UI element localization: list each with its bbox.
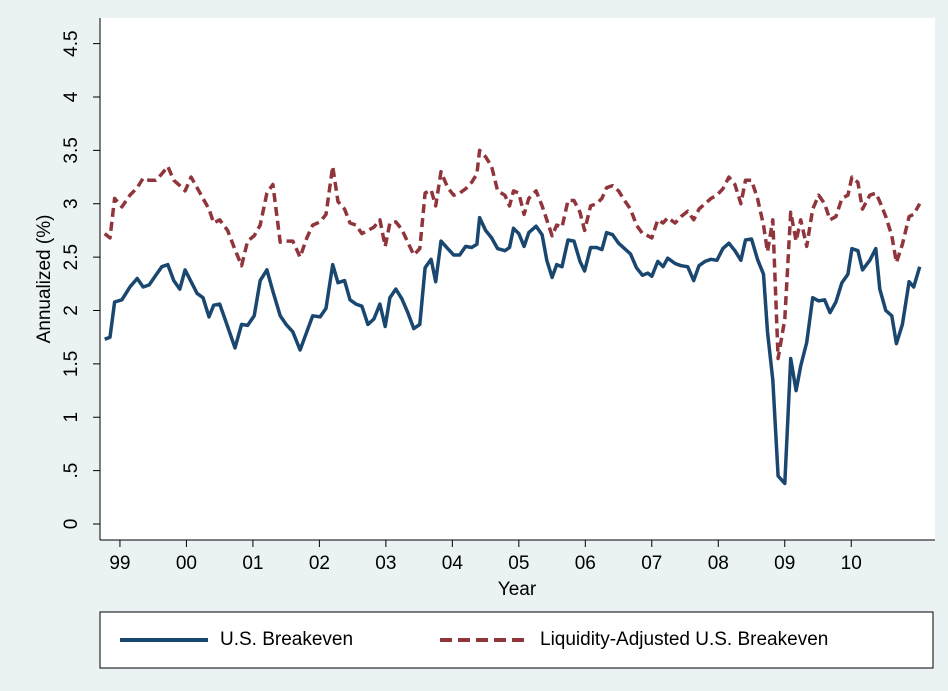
x-axis-title: Year — [498, 579, 537, 600]
x-tick-label: 10 — [841, 553, 862, 574]
x-tick-label: 03 — [375, 553, 396, 574]
plot-area — [100, 18, 935, 540]
x-tick-label: 09 — [774, 553, 795, 574]
y-tick-label: 4 — [61, 91, 82, 102]
legend-label: U.S. Breakeven — [220, 629, 353, 650]
x-tick-label: 06 — [575, 553, 596, 574]
x-tick-label: 05 — [508, 553, 529, 574]
x-tick-label: 02 — [309, 553, 330, 574]
y-tick-label: 1.5 — [61, 351, 82, 377]
y-tick-label: 2.5 — [61, 244, 82, 270]
y-tick-label: 1 — [61, 412, 82, 423]
x-tick-label: 99 — [109, 553, 130, 574]
y-tick-label: .5 — [61, 463, 82, 479]
legend-label: Liquidity-Adjusted U.S. Breakeven — [540, 629, 828, 650]
y-tick-label: 0 — [61, 519, 82, 530]
series-line — [103, 148, 922, 361]
series-line — [104, 215, 922, 486]
y-axis-title: Annualized (%) — [34, 215, 55, 344]
y-tick-label: 3.5 — [61, 137, 82, 163]
y-tick-label: 2 — [61, 305, 82, 316]
x-tick-label: 07 — [641, 553, 662, 574]
y-tick-label: 4.5 — [61, 30, 82, 56]
x-tick-label: 01 — [242, 553, 263, 574]
y-tick-label: 3 — [61, 198, 82, 209]
x-tick-label: 04 — [442, 553, 464, 574]
x-tick-label: 08 — [708, 553, 729, 574]
x-tick-label: 00 — [176, 553, 197, 574]
